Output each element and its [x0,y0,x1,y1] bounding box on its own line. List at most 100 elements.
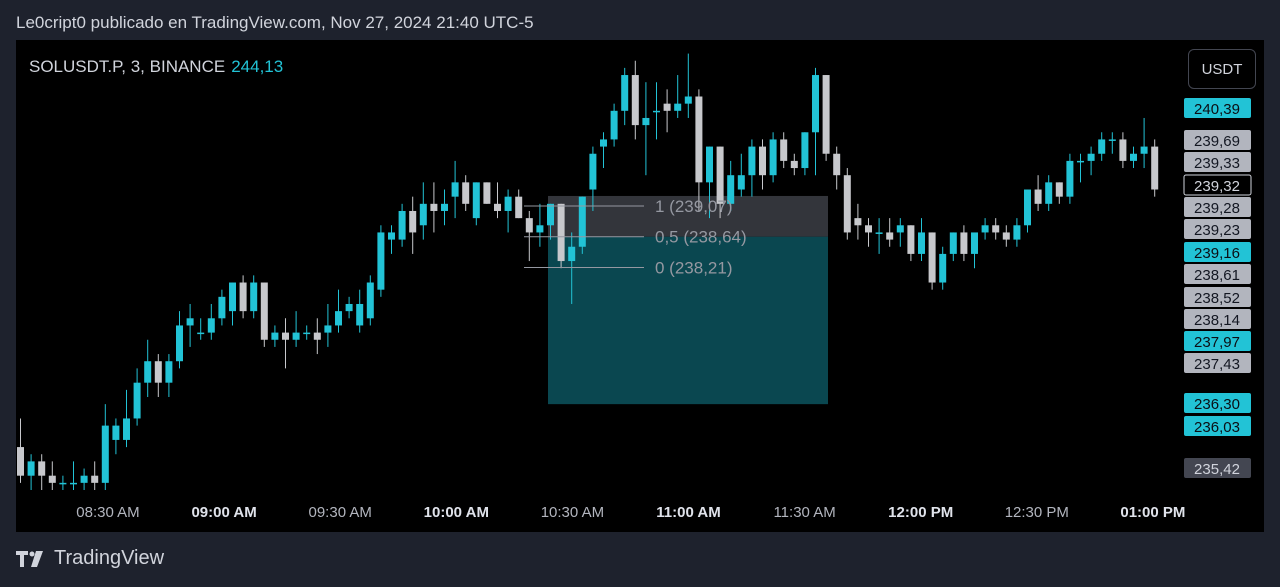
candle [218,289,226,326]
candle [313,318,321,355]
candle [419,182,427,240]
candle [430,182,438,233]
candle-body [918,232,925,254]
candle [494,182,501,219]
candle-body [1140,146,1148,154]
candle [865,218,872,247]
candle [1108,132,1116,154]
candle [154,354,162,397]
candle [822,75,830,161]
candle-body [525,218,533,233]
price-label-text: 239,32 [1194,178,1240,195]
candle [80,468,88,490]
symbol-name: SOLUSDT.P, 3, BINANCE [29,57,226,76]
candle-body [70,482,77,485]
candle-body [1098,139,1106,154]
price-label-text: 239,16 [1194,245,1240,262]
price-label-text: 237,97 [1194,334,1240,351]
candle-body [812,75,819,133]
candle-body [409,210,417,233]
candle [769,132,777,183]
price-label-bg [1184,130,1251,150]
price-label-bg [1184,353,1251,373]
candle [610,103,618,147]
candle-body [1002,232,1010,240]
candle [875,218,883,254]
candle-body [48,475,56,483]
candle [684,53,692,118]
publication-header: Le0cript0 publicado en TradingView.com, … [16,13,534,32]
price-label-bg [1184,309,1251,329]
candle-body [589,153,597,190]
price-axis-label: 240,39 [1184,98,1251,118]
candle-body [1077,160,1084,163]
candle-body [1013,225,1021,240]
candle [843,168,851,240]
candle-body [91,475,99,483]
price-label-bg [1184,458,1251,478]
candle [1151,139,1159,197]
candle [653,82,660,140]
x-axis-tick-label: 12:00 PM [888,504,953,521]
price-axis-label: 237,97 [1184,331,1251,351]
candle [260,282,268,347]
candle-body [642,117,650,126]
fib-lower-zone [548,236,828,405]
candle-body [1108,139,1116,141]
fib-upper-zone [548,195,828,237]
candle-body [494,203,501,211]
price-chart[interactable]: 1 (239,07) 0,5 (238,64) 0 (238,21) 240,39 2… [16,40,1264,532]
tradingview-logo-icon [16,550,43,567]
candle [854,203,862,240]
candle-body [875,232,883,234]
candle [239,275,247,319]
price-label-bg [1183,174,1252,196]
candle [112,418,120,455]
candle [525,210,533,262]
footer-brand-text: TradingView [54,547,165,569]
candle [663,89,671,133]
candle-body [472,182,480,219]
candle-body [112,425,120,440]
price-axis-label: 239,69 [1184,130,1251,150]
price-label-bg [1184,416,1251,436]
candle-body [600,139,607,147]
candle [207,303,215,340]
candle [409,196,417,254]
candle [292,311,300,347]
candle [186,303,194,347]
candle-body [483,182,491,204]
candle [38,454,46,490]
candle-body [759,146,766,176]
candle [1002,225,1010,247]
candle [1034,175,1042,211]
price-label-bg [1184,393,1251,413]
candle-body [313,332,321,340]
candle [706,146,713,219]
candle [695,89,703,211]
candle [557,203,565,269]
price-label-text: 239,23 [1194,222,1240,239]
candle-body [854,218,862,226]
symbol-legend: SOLUSDT.P, 3, BINANCE 244,13 [29,57,283,77]
candle-body [462,182,470,204]
price-label-bg [1184,219,1251,239]
candle-body [674,103,682,111]
candle [504,189,512,233]
candle [1130,146,1137,169]
candle-body [197,332,205,335]
price-label-text: 239,69 [1194,133,1240,150]
candle-body [1055,182,1063,197]
currency-button[interactable]: USDT [1188,49,1256,89]
price-axis-label: 239,16 [1184,242,1251,262]
candle-body [1151,146,1159,190]
candle [939,246,947,290]
price-axis-label: 237,43 [1184,353,1251,373]
candle [398,203,406,247]
price-axis-label: 238,61 [1184,264,1251,284]
candle-body [801,132,809,169]
candle [960,225,968,262]
candle-body [282,332,289,340]
candle [282,318,289,369]
chart-panel[interactable]: 1 (239,07) 0,5 (238,64) 0 (238,21) 240,39 2… [16,40,1264,532]
